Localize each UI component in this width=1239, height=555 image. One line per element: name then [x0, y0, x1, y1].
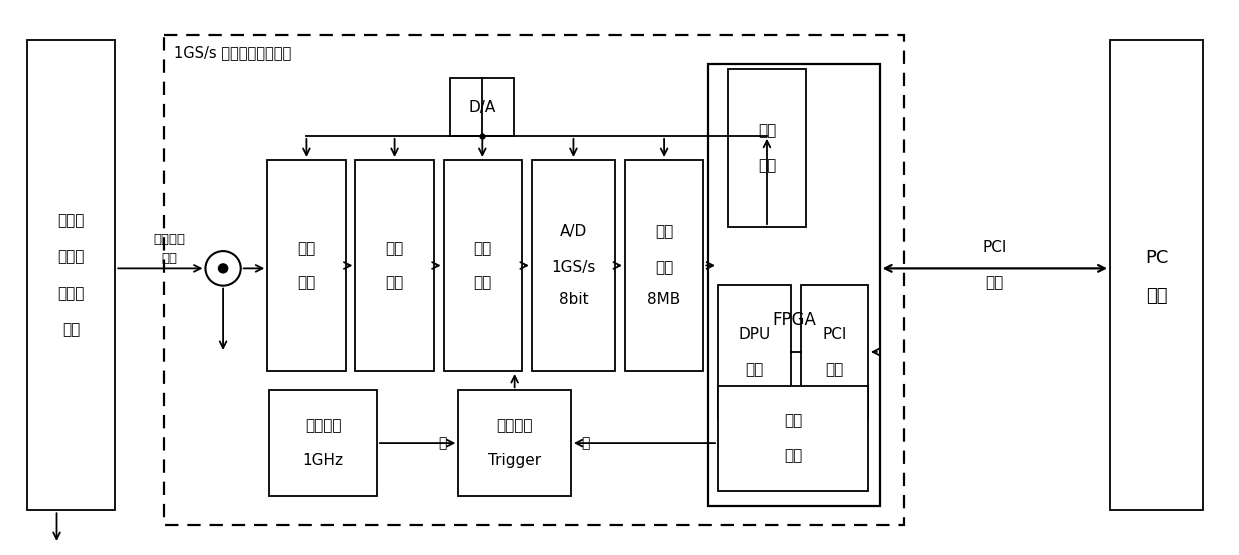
- Text: 时钟电路: 时钟电路: [305, 418, 341, 433]
- Text: Trigger: Trigger: [488, 453, 541, 468]
- Circle shape: [206, 251, 240, 286]
- Text: 输入: 输入: [161, 253, 177, 265]
- Text: 脉冲信号: 脉冲信号: [154, 233, 185, 246]
- Bar: [709, 64, 880, 506]
- Text: 外: 外: [439, 436, 446, 450]
- Text: FPGA: FPGA: [772, 311, 815, 329]
- Bar: [1110, 40, 1203, 510]
- Bar: [165, 35, 904, 524]
- Text: 控制: 控制: [784, 448, 802, 463]
- Bar: [727, 69, 807, 227]
- Text: D/A: D/A: [468, 99, 496, 114]
- Text: 高速: 高速: [655, 224, 673, 239]
- Text: 1GS/s 超高速数据采集卡: 1GS/s 超高速数据采集卡: [175, 45, 291, 60]
- Text: PCI: PCI: [823, 327, 846, 342]
- Text: PCI: PCI: [983, 240, 1007, 255]
- Text: 1GS/s: 1GS/s: [551, 260, 596, 275]
- Text: 内: 内: [581, 436, 590, 450]
- Bar: [717, 386, 869, 491]
- Text: 前置: 前置: [297, 241, 316, 256]
- Bar: [451, 78, 514, 136]
- Circle shape: [218, 263, 228, 274]
- Text: 电路: 电路: [473, 275, 492, 290]
- Text: 8MB: 8MB: [648, 291, 680, 306]
- Text: 1GHz: 1GHz: [302, 453, 343, 468]
- Text: 缓存: 缓存: [655, 260, 673, 275]
- Text: DPU: DPU: [738, 327, 771, 342]
- Bar: [269, 390, 377, 496]
- Text: 总线: 总线: [986, 275, 1004, 290]
- Text: 放大: 放大: [473, 241, 492, 256]
- Text: 滤波: 滤波: [297, 275, 316, 290]
- Bar: [717, 285, 792, 419]
- Text: 触发: 触发: [784, 413, 802, 428]
- Text: 件电子: 件电子: [57, 249, 85, 264]
- Text: 接口: 接口: [825, 362, 844, 377]
- Text: 电路: 电路: [62, 322, 81, 337]
- Text: 单元: 单元: [746, 362, 764, 377]
- Bar: [356, 160, 434, 371]
- Text: 衰减: 衰减: [385, 241, 404, 256]
- Bar: [532, 160, 615, 371]
- Text: 8bit: 8bit: [559, 291, 589, 306]
- Bar: [27, 40, 115, 510]
- Bar: [802, 285, 869, 419]
- Bar: [458, 390, 571, 496]
- Bar: [624, 160, 704, 371]
- Bar: [268, 160, 346, 371]
- Text: 控制: 控制: [758, 158, 776, 173]
- Text: 主机: 主机: [1146, 287, 1167, 305]
- Text: 触发电路: 触发电路: [497, 418, 533, 433]
- Text: 采样: 采样: [758, 123, 776, 138]
- Text: PC: PC: [1145, 249, 1168, 267]
- Bar: [444, 160, 522, 371]
- Text: A/D: A/D: [560, 224, 587, 239]
- Text: 电路: 电路: [385, 275, 404, 290]
- Text: 学探测: 学探测: [57, 286, 85, 301]
- Text: 随机事: 随机事: [57, 213, 85, 228]
